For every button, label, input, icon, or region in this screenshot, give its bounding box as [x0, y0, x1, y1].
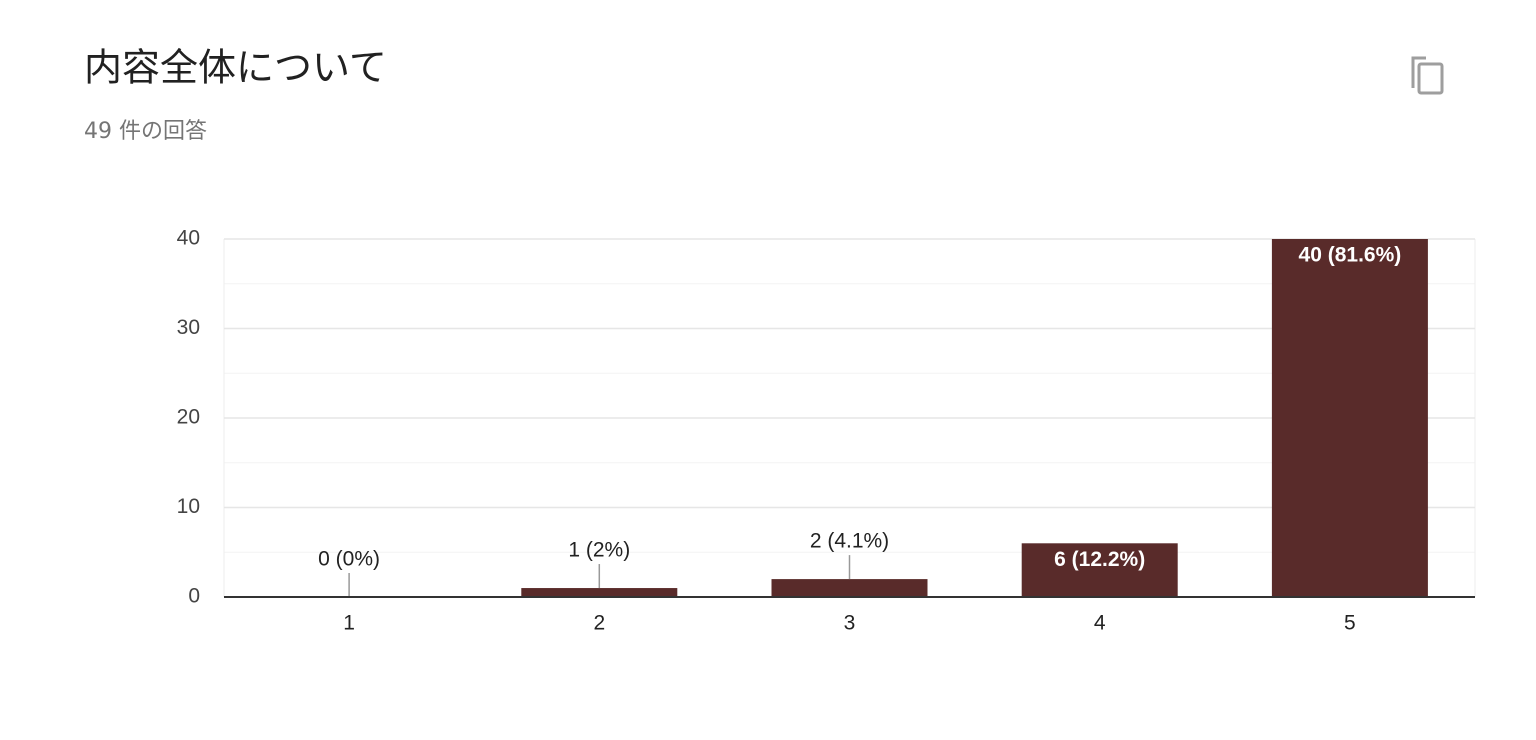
y-tick-label: 0: [188, 585, 200, 608]
y-tick-label: 40: [177, 227, 200, 250]
x-tick-label: 3: [844, 612, 856, 635]
x-tick-label: 2: [593, 612, 605, 635]
copy-icon-back: [1411, 56, 1426, 88]
data-label: 2 (4.1%): [810, 530, 889, 553]
data-label: 1 (2%): [568, 539, 630, 562]
chart-title: 内容全体について: [84, 46, 387, 90]
y-tick-label: 20: [177, 406, 200, 429]
y-tick-label: 10: [177, 495, 200, 518]
x-tick-label: 1: [343, 612, 355, 635]
data-label: 6 (12.2%): [1054, 548, 1145, 571]
bar: [1021, 543, 1178, 597]
y-tick-label: 30: [177, 316, 200, 339]
data-label: 40 (81.6%): [1299, 244, 1402, 267]
copy-icon[interactable]: [1411, 56, 1444, 95]
x-tick-label: 5: [1344, 612, 1356, 635]
chart-subtitle: 49 件の回答: [84, 119, 207, 144]
bar: [771, 579, 928, 597]
bar: [521, 588, 678, 597]
data-label: 0 (0%): [318, 548, 380, 571]
copy-icon-front: [1417, 62, 1444, 95]
bar: [1271, 239, 1428, 597]
x-tick-label: 4: [1094, 612, 1106, 635]
